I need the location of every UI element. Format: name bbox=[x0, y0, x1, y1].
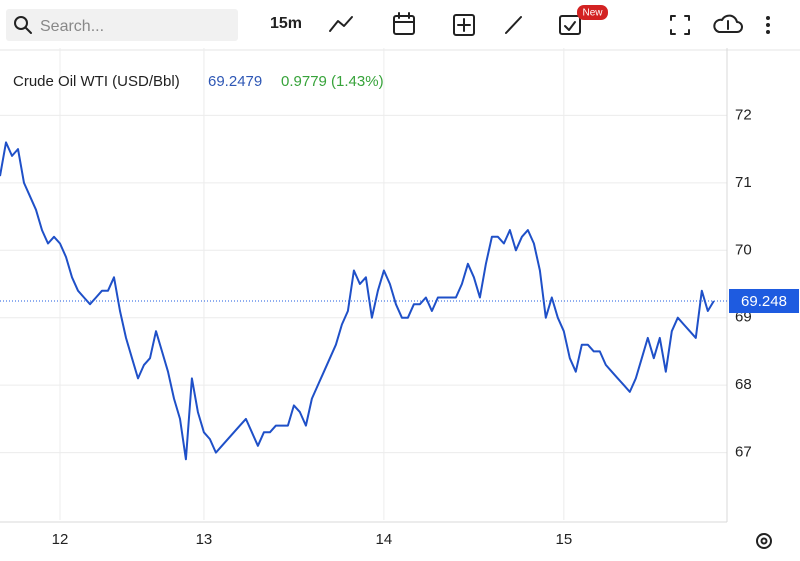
search-icon-handle bbox=[24, 26, 32, 34]
y-tick-label: 68 bbox=[735, 376, 752, 393]
current-price-box bbox=[729, 288, 799, 313]
calendar-icon[interactable] bbox=[393, 12, 415, 35]
x-tick-label: 14 bbox=[376, 531, 393, 548]
indicator-icon[interactable] bbox=[329, 16, 353, 32]
menu-icon[interactable] bbox=[766, 16, 770, 34]
y-tick-label: 70 bbox=[735, 241, 752, 258]
x-tick-label: 15 bbox=[556, 531, 573, 548]
x-tick-label: 12 bbox=[52, 531, 69, 548]
y-tick-label: 72 bbox=[735, 106, 752, 123]
x-tick-label: 13 bbox=[196, 531, 213, 548]
search-placeholder: Search... bbox=[40, 18, 104, 35]
add-icon[interactable] bbox=[453, 14, 475, 36]
download-icon[interactable] bbox=[713, 14, 743, 33]
search-box[interactable] bbox=[6, 9, 238, 41]
last-price: 69.2479 bbox=[208, 73, 262, 90]
price-change: 0.9779 (1.43%) bbox=[281, 73, 384, 90]
y-tick-label: 71 bbox=[735, 174, 752, 191]
price-line bbox=[0, 141, 715, 461]
new-badge bbox=[577, 5, 608, 20]
current-price-label: 69.248 bbox=[741, 293, 787, 310]
alerts-icon[interactable] bbox=[559, 15, 581, 35]
search-icon bbox=[14, 16, 28, 30]
settings-icon[interactable] bbox=[756, 533, 772, 549]
interval-button[interactable]: 15m bbox=[270, 15, 302, 32]
new-badge-text: New bbox=[582, 8, 603, 19]
chart-title: Crude Oil WTI (USD/Bbl) bbox=[13, 73, 180, 90]
y-tick-label: 67 bbox=[735, 444, 752, 461]
draw-icon[interactable] bbox=[505, 16, 522, 34]
fullscreen-icon[interactable] bbox=[670, 15, 690, 35]
